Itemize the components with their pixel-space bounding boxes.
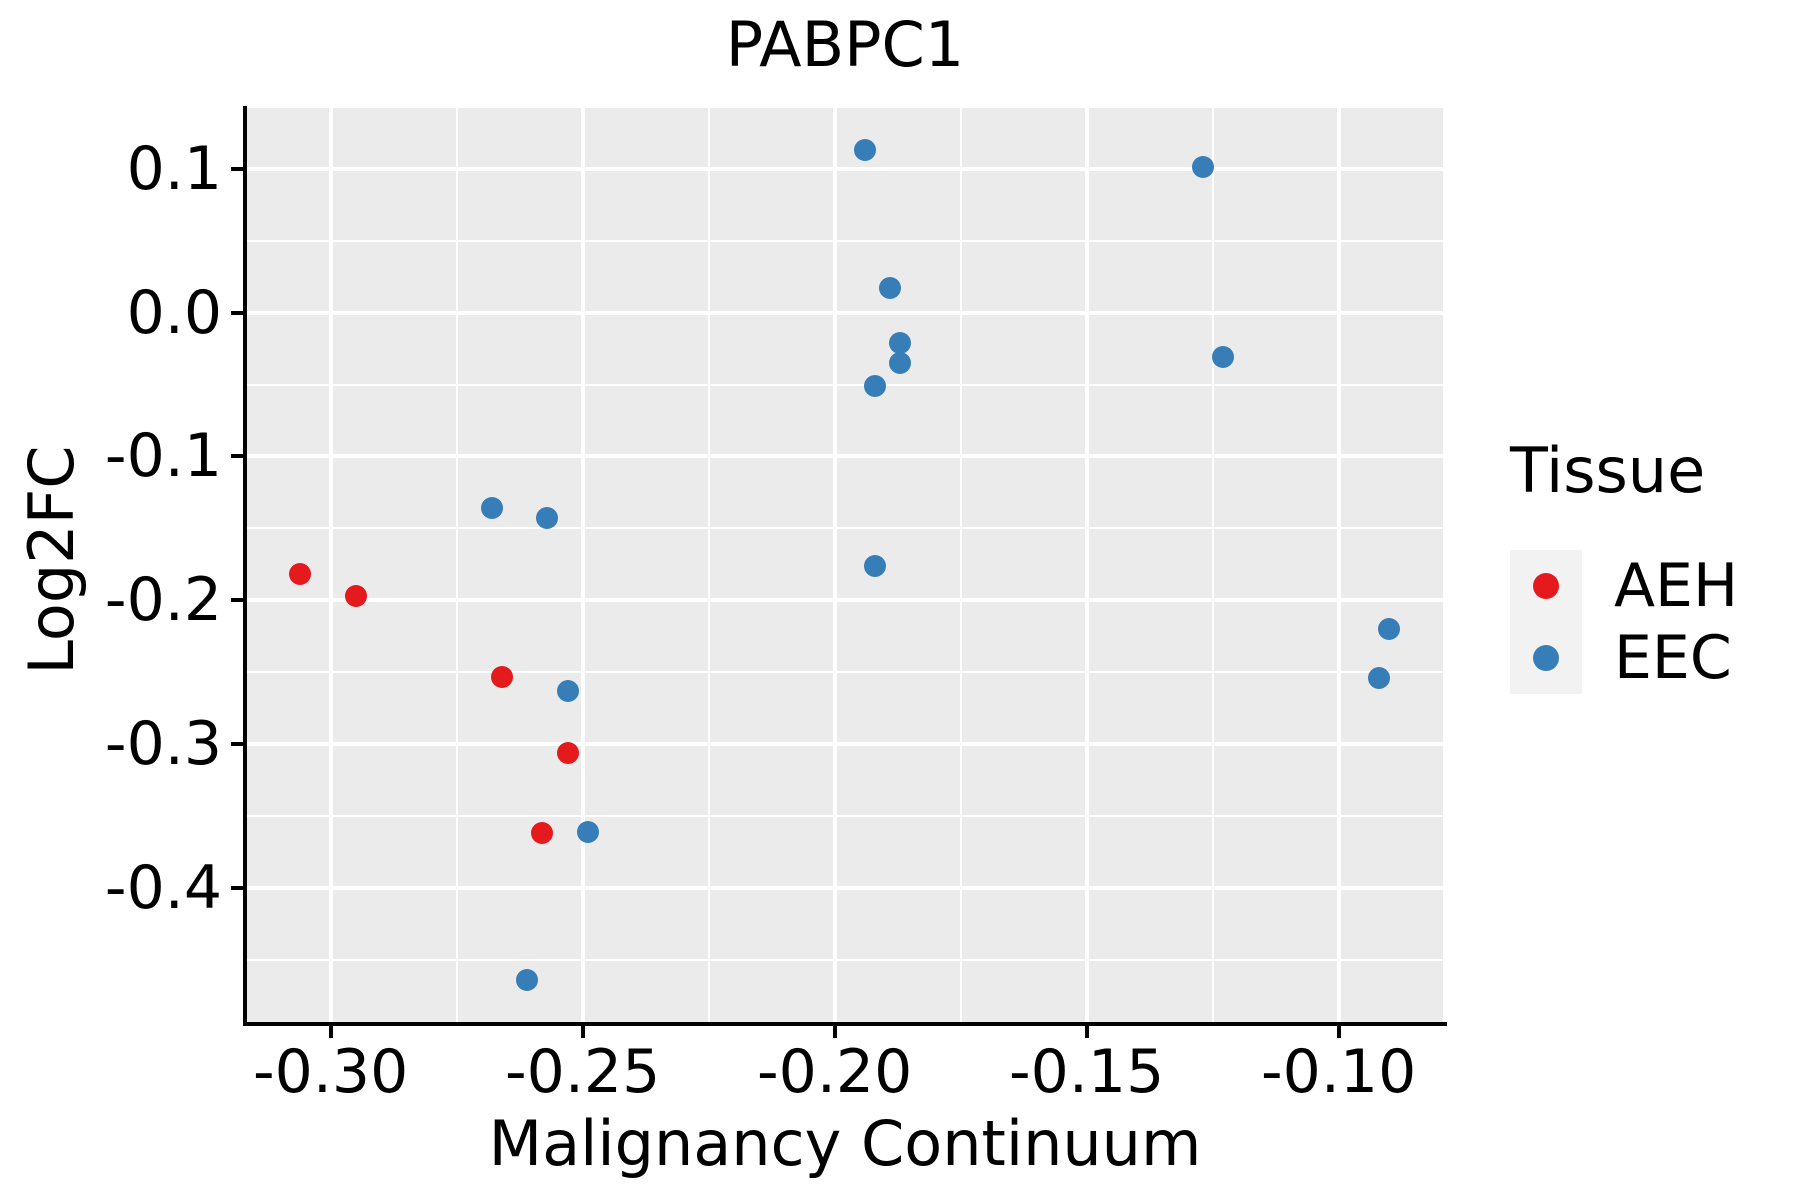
x-axis-tick bbox=[1084, 1026, 1089, 1038]
y-tick-label: 0.1 bbox=[126, 133, 222, 204]
y-minor-gridline bbox=[247, 815, 1443, 818]
data-point-aeh bbox=[491, 665, 514, 688]
data-point-eec bbox=[863, 375, 886, 397]
legend-title: Tissue bbox=[1510, 434, 1706, 507]
data-point-aeh bbox=[289, 563, 312, 586]
data-point-eec bbox=[889, 351, 912, 374]
y-axis-title: Log2FC bbox=[15, 445, 88, 675]
x-tick-label: -0.25 bbox=[505, 1037, 661, 1107]
y-axis-tick bbox=[231, 742, 243, 747]
data-point-eec bbox=[1211, 346, 1234, 369]
plot-title: PABPC1 bbox=[725, 8, 965, 81]
y-minor-gridline bbox=[247, 239, 1443, 242]
y-axis-tick bbox=[231, 598, 243, 603]
data-point-eec bbox=[480, 497, 503, 520]
x-minor-gridline bbox=[959, 108, 962, 1022]
x-minor-gridline bbox=[455, 108, 458, 1022]
y-tick-label: 0.0 bbox=[126, 277, 222, 348]
y-minor-gridline bbox=[247, 958, 1443, 961]
legend-key-eec bbox=[1510, 622, 1582, 694]
data-point-eec bbox=[853, 139, 876, 162]
data-point-eec bbox=[1378, 618, 1401, 641]
y-tick-label: -0.2 bbox=[104, 565, 222, 636]
x-axis-title: Malignancy Continuum bbox=[488, 1107, 1202, 1180]
y-major-gridline bbox=[247, 598, 1443, 603]
x-major-gridline bbox=[580, 108, 585, 1022]
x-minor-gridline bbox=[1211, 108, 1214, 1022]
legend-key-aeh bbox=[1510, 550, 1582, 622]
x-tick-label: -0.10 bbox=[1261, 1037, 1417, 1107]
data-point-aeh bbox=[344, 584, 367, 607]
x-axis-tick bbox=[580, 1026, 585, 1038]
plot-panel bbox=[247, 108, 1443, 1022]
y-minor-gridline bbox=[247, 383, 1443, 386]
y-tick-label: -0.1 bbox=[104, 421, 222, 492]
y-axis-line bbox=[243, 106, 247, 1026]
data-point-eec bbox=[576, 820, 599, 843]
legend: Tissue AEH EEC bbox=[1510, 440, 1770, 694]
x-axis-tick bbox=[1336, 1026, 1341, 1038]
x-axis-tick bbox=[832, 1026, 837, 1038]
y-major-gridline bbox=[247, 454, 1443, 459]
data-point-eec bbox=[516, 969, 539, 991]
y-axis-tick bbox=[231, 166, 243, 171]
y-axis-tick bbox=[231, 310, 243, 315]
y-axis-tick bbox=[231, 885, 243, 890]
x-minor-gridline bbox=[707, 108, 710, 1022]
data-point-eec bbox=[1191, 156, 1214, 179]
data-point-eec bbox=[889, 331, 912, 354]
legend-label-eec: EEC bbox=[1614, 623, 1732, 693]
y-major-gridline bbox=[247, 310, 1443, 315]
y-minor-gridline bbox=[247, 527, 1443, 530]
data-point-eec bbox=[556, 679, 579, 702]
data-point-aeh bbox=[556, 741, 579, 764]
data-point-eec bbox=[879, 277, 902, 300]
x-major-gridline bbox=[328, 108, 333, 1022]
data-point-eec bbox=[863, 554, 886, 577]
y-major-gridline bbox=[247, 885, 1443, 890]
x-axis-tick bbox=[328, 1026, 333, 1038]
x-tick-label: -0.20 bbox=[757, 1037, 913, 1107]
eec-point-icon bbox=[1533, 645, 1559, 671]
x-major-gridline bbox=[1084, 108, 1089, 1022]
x-axis-line bbox=[243, 1022, 1447, 1026]
y-major-gridline bbox=[247, 166, 1443, 171]
data-point-eec bbox=[1367, 666, 1390, 689]
y-tick-label: -0.4 bbox=[104, 852, 222, 923]
x-major-gridline bbox=[832, 108, 837, 1022]
aeh-point-icon bbox=[1533, 573, 1559, 599]
y-tick-label: -0.3 bbox=[104, 709, 222, 780]
y-minor-gridline bbox=[247, 671, 1443, 674]
x-tick-label: -0.15 bbox=[1009, 1037, 1165, 1107]
legend-item-aeh: AEH bbox=[1510, 550, 1770, 622]
y-major-gridline bbox=[247, 742, 1443, 747]
legend-item-eec: EEC bbox=[1510, 622, 1770, 694]
data-point-eec bbox=[536, 507, 559, 530]
legend-items: AEH EEC bbox=[1510, 550, 1770, 694]
legend-label-aeh: AEH bbox=[1614, 551, 1739, 621]
y-axis-tick bbox=[231, 454, 243, 459]
x-tick-label: -0.30 bbox=[253, 1037, 409, 1107]
data-point-aeh bbox=[531, 822, 554, 845]
x-major-gridline bbox=[1336, 108, 1341, 1022]
